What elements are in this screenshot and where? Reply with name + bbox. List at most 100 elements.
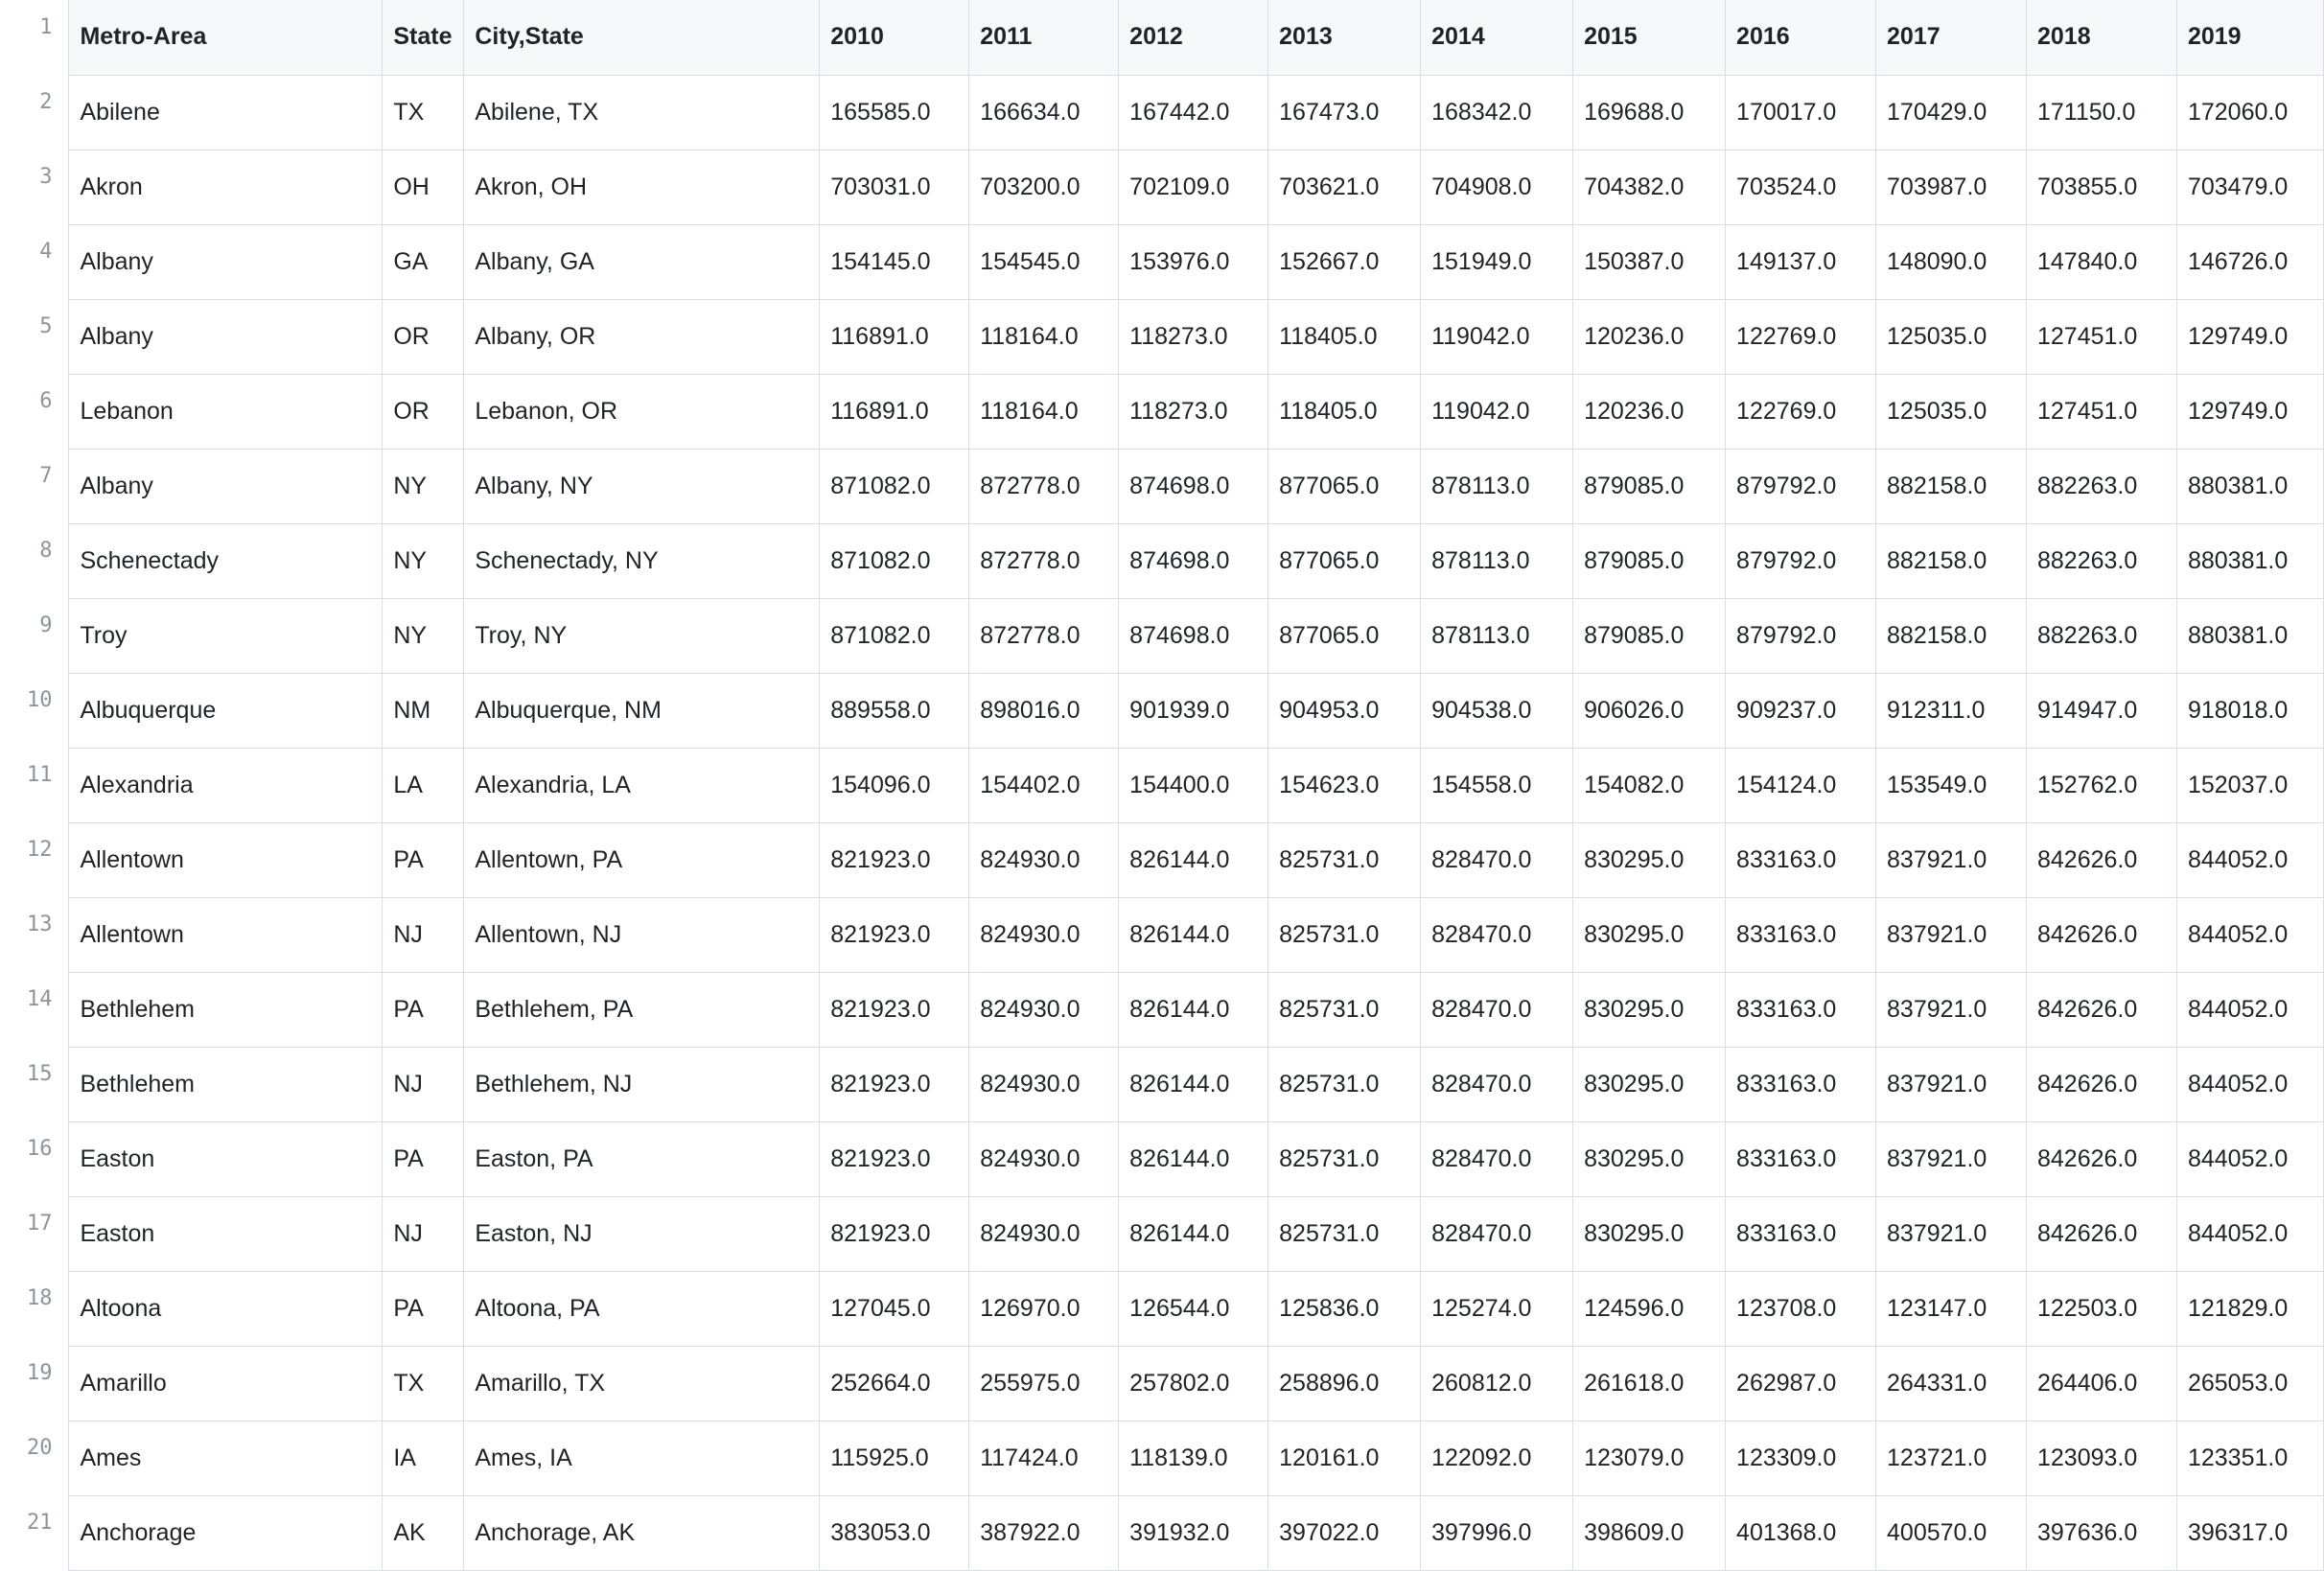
table-cell[interactable]: 124596.0 <box>1572 1271 1727 1347</box>
table-cell[interactable]: 154402.0 <box>968 748 1120 823</box>
table-cell[interactable]: 872778.0 <box>968 449 1120 524</box>
table-cell[interactable]: Allentown <box>68 822 383 898</box>
table-cell[interactable]: 872778.0 <box>968 523 1120 599</box>
table-cell[interactable]: 830295.0 <box>1572 1196 1727 1272</box>
table-cell[interactable]: 170017.0 <box>1725 75 1877 150</box>
table-cell[interactable]: 825731.0 <box>1267 972 1422 1048</box>
table-cell[interactable]: 821923.0 <box>819 822 970 898</box>
column-header[interactable]: City,State <box>463 0 821 76</box>
table-cell[interactable]: Troy, NY <box>463 598 821 674</box>
table-cell[interactable]: 904538.0 <box>1420 673 1574 749</box>
table-cell[interactable]: 844052.0 <box>2176 897 2324 973</box>
table-cell[interactable]: 837921.0 <box>1875 1196 2027 1272</box>
table-cell[interactable]: 119042.0 <box>1420 299 1574 375</box>
table-cell[interactable]: 837921.0 <box>1875 1047 2027 1122</box>
table-cell[interactable]: 833163.0 <box>1725 1121 1877 1197</box>
table-cell[interactable]: 127045.0 <box>819 1271 970 1347</box>
table-cell[interactable]: 169688.0 <box>1572 75 1727 150</box>
table-cell[interactable]: Bethlehem, NJ <box>463 1047 821 1122</box>
table-cell[interactable]: AK <box>382 1495 465 1571</box>
table-cell[interactable]: 262987.0 <box>1725 1346 1877 1421</box>
table-cell[interactable]: 880381.0 <box>2176 449 2324 524</box>
table-cell[interactable]: LA <box>382 748 465 823</box>
table-cell[interactable]: 828470.0 <box>1420 1047 1574 1122</box>
table-cell[interactable]: TX <box>382 75 465 150</box>
column-header[interactable]: 2014 <box>1420 0 1574 76</box>
table-cell[interactable]: 121829.0 <box>2176 1271 2324 1347</box>
table-cell[interactable]: 170429.0 <box>1875 75 2027 150</box>
table-cell[interactable]: 874698.0 <box>1118 449 1269 524</box>
table-cell[interactable]: Bethlehem <box>68 972 383 1048</box>
column-header[interactable]: 2012 <box>1118 0 1269 76</box>
table-cell[interactable]: Albuquerque, NM <box>463 673 821 749</box>
table-cell[interactable]: 122769.0 <box>1725 299 1877 375</box>
table-cell[interactable]: 171150.0 <box>2026 75 2177 150</box>
table-cell[interactable]: 878113.0 <box>1420 598 1574 674</box>
table-cell[interactable]: 879792.0 <box>1725 598 1877 674</box>
table-cell[interactable]: 879792.0 <box>1725 449 1877 524</box>
table-cell[interactable]: Ames <box>68 1421 383 1496</box>
table-cell[interactable]: 704908.0 <box>1420 150 1574 225</box>
table-cell[interactable]: 154558.0 <box>1420 748 1574 823</box>
table-cell[interactable]: Altoona <box>68 1271 383 1347</box>
table-cell[interactable]: 826144.0 <box>1118 822 1269 898</box>
table-cell[interactable]: Amarillo <box>68 1346 383 1421</box>
column-header[interactable]: 2011 <box>968 0 1120 76</box>
table-cell[interactable]: 906026.0 <box>1572 673 1727 749</box>
table-cell[interactable]: 127451.0 <box>2026 299 2177 375</box>
table-cell[interactable]: 123093.0 <box>2026 1421 2177 1496</box>
table-cell[interactable]: 167442.0 <box>1118 75 1269 150</box>
table-cell[interactable]: NM <box>382 673 465 749</box>
table-cell[interactable]: 837921.0 <box>1875 822 2027 898</box>
table-cell[interactable]: 825731.0 <box>1267 1121 1422 1197</box>
table-cell[interactable]: 898016.0 <box>968 673 1120 749</box>
table-cell[interactable]: 821923.0 <box>819 1047 970 1122</box>
table-cell[interactable]: PA <box>382 822 465 898</box>
table-cell[interactable]: 871082.0 <box>819 598 970 674</box>
table-cell[interactable]: Bethlehem <box>68 1047 383 1122</box>
table-cell[interactable]: 154145.0 <box>819 224 970 300</box>
table-cell[interactable]: 119042.0 <box>1420 374 1574 450</box>
table-cell[interactable]: 878113.0 <box>1420 449 1574 524</box>
table-cell[interactable]: Albany, GA <box>463 224 821 300</box>
table-cell[interactable]: 125035.0 <box>1875 374 2027 450</box>
table-cell[interactable]: 168342.0 <box>1420 75 1574 150</box>
table-cell[interactable]: 150387.0 <box>1572 224 1727 300</box>
table-cell[interactable]: NJ <box>382 1196 465 1272</box>
table-cell[interactable]: 255975.0 <box>968 1346 1120 1421</box>
table-cell[interactable]: PA <box>382 1121 465 1197</box>
table-cell[interactable]: 826144.0 <box>1118 897 1269 973</box>
table-cell[interactable]: Akron <box>68 150 383 225</box>
table-cell[interactable]: 824930.0 <box>968 1047 1120 1122</box>
table-cell[interactable]: 821923.0 <box>819 897 970 973</box>
table-cell[interactable]: 122503.0 <box>2026 1271 2177 1347</box>
table-cell[interactable]: 152762.0 <box>2026 748 2177 823</box>
table-cell[interactable]: Albany <box>68 224 383 300</box>
table-cell[interactable]: Anchorage <box>68 1495 383 1571</box>
table-cell[interactable]: 824930.0 <box>968 897 1120 973</box>
table-cell[interactable]: 154545.0 <box>968 224 1120 300</box>
table-cell[interactable]: Alexandria, LA <box>463 748 821 823</box>
table-cell[interactable]: 844052.0 <box>2176 822 2324 898</box>
table-cell[interactable]: 878113.0 <box>1420 523 1574 599</box>
table-cell[interactable]: 825731.0 <box>1267 822 1422 898</box>
table-cell[interactable]: 909237.0 <box>1725 673 1877 749</box>
table-cell[interactable]: 118273.0 <box>1118 299 1269 375</box>
table-cell[interactable]: 826144.0 <box>1118 1121 1269 1197</box>
column-header[interactable]: 2010 <box>819 0 970 76</box>
table-cell[interactable]: 258896.0 <box>1267 1346 1422 1421</box>
table-cell[interactable]: 912311.0 <box>1875 673 2027 749</box>
table-cell[interactable]: 703479.0 <box>2176 150 2324 225</box>
table-cell[interactable]: PA <box>382 1271 465 1347</box>
table-cell[interactable]: Altoona, PA <box>463 1271 821 1347</box>
table-cell[interactable]: 828470.0 <box>1420 1121 1574 1197</box>
table-cell[interactable]: 117424.0 <box>968 1421 1120 1496</box>
table-cell[interactable]: 397996.0 <box>1420 1495 1574 1571</box>
table-cell[interactable]: 129749.0 <box>2176 299 2324 375</box>
table-cell[interactable]: 151949.0 <box>1420 224 1574 300</box>
column-header[interactable]: State <box>382 0 465 76</box>
table-cell[interactable]: 830295.0 <box>1572 1047 1727 1122</box>
table-cell[interactable]: GA <box>382 224 465 300</box>
table-cell[interactable]: 126970.0 <box>968 1271 1120 1347</box>
table-cell[interactable]: 830295.0 <box>1572 897 1727 973</box>
